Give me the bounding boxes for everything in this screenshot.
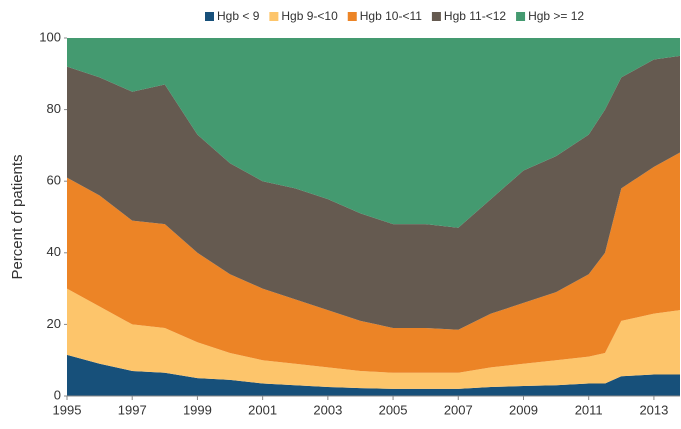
legend-label: Hgb 10-<11 (360, 9, 422, 23)
legend-swatch (205, 12, 214, 21)
area (67, 38, 680, 228)
y-tick-label: 80 (47, 101, 61, 116)
y-axis-label: Percent of patients (9, 154, 26, 279)
legend-label: Hgb 11-<12 (444, 9, 506, 23)
x-tick-label: 1997 (118, 402, 147, 417)
x-tick-label: 2001 (248, 402, 277, 417)
area (67, 288, 680, 389)
legend-label: Hgb 9-<10 (281, 9, 338, 23)
legend-swatch (347, 12, 357, 21)
area (67, 354, 680, 396)
x-tick-label: 2013 (639, 402, 668, 417)
y-tick-label: 20 (47, 316, 61, 331)
x-tick-label: 2009 (509, 402, 538, 417)
legend-label: Hgb < 9 (217, 9, 260, 23)
legend-swatch (269, 12, 279, 21)
x-tick-label: 1999 (183, 402, 212, 417)
area (67, 55, 680, 330)
x-tick-label: 2003 (313, 402, 342, 417)
legend-label: Hgb >= 12 (528, 9, 584, 23)
legend-swatch (516, 12, 526, 21)
y-tick-label: 60 (47, 173, 61, 188)
x-tick-label: 2005 (379, 402, 408, 417)
x-tick-label: 1995 (53, 402, 82, 417)
x-tick-label: 2007 (444, 402, 473, 417)
legend-swatch (431, 12, 441, 21)
area (67, 152, 680, 373)
x-tick-label: 2011 (575, 402, 603, 417)
y-tick-label: 0 (54, 387, 61, 402)
y-tick-label: 40 (47, 244, 61, 259)
y-tick-label: 100 (39, 29, 61, 44)
